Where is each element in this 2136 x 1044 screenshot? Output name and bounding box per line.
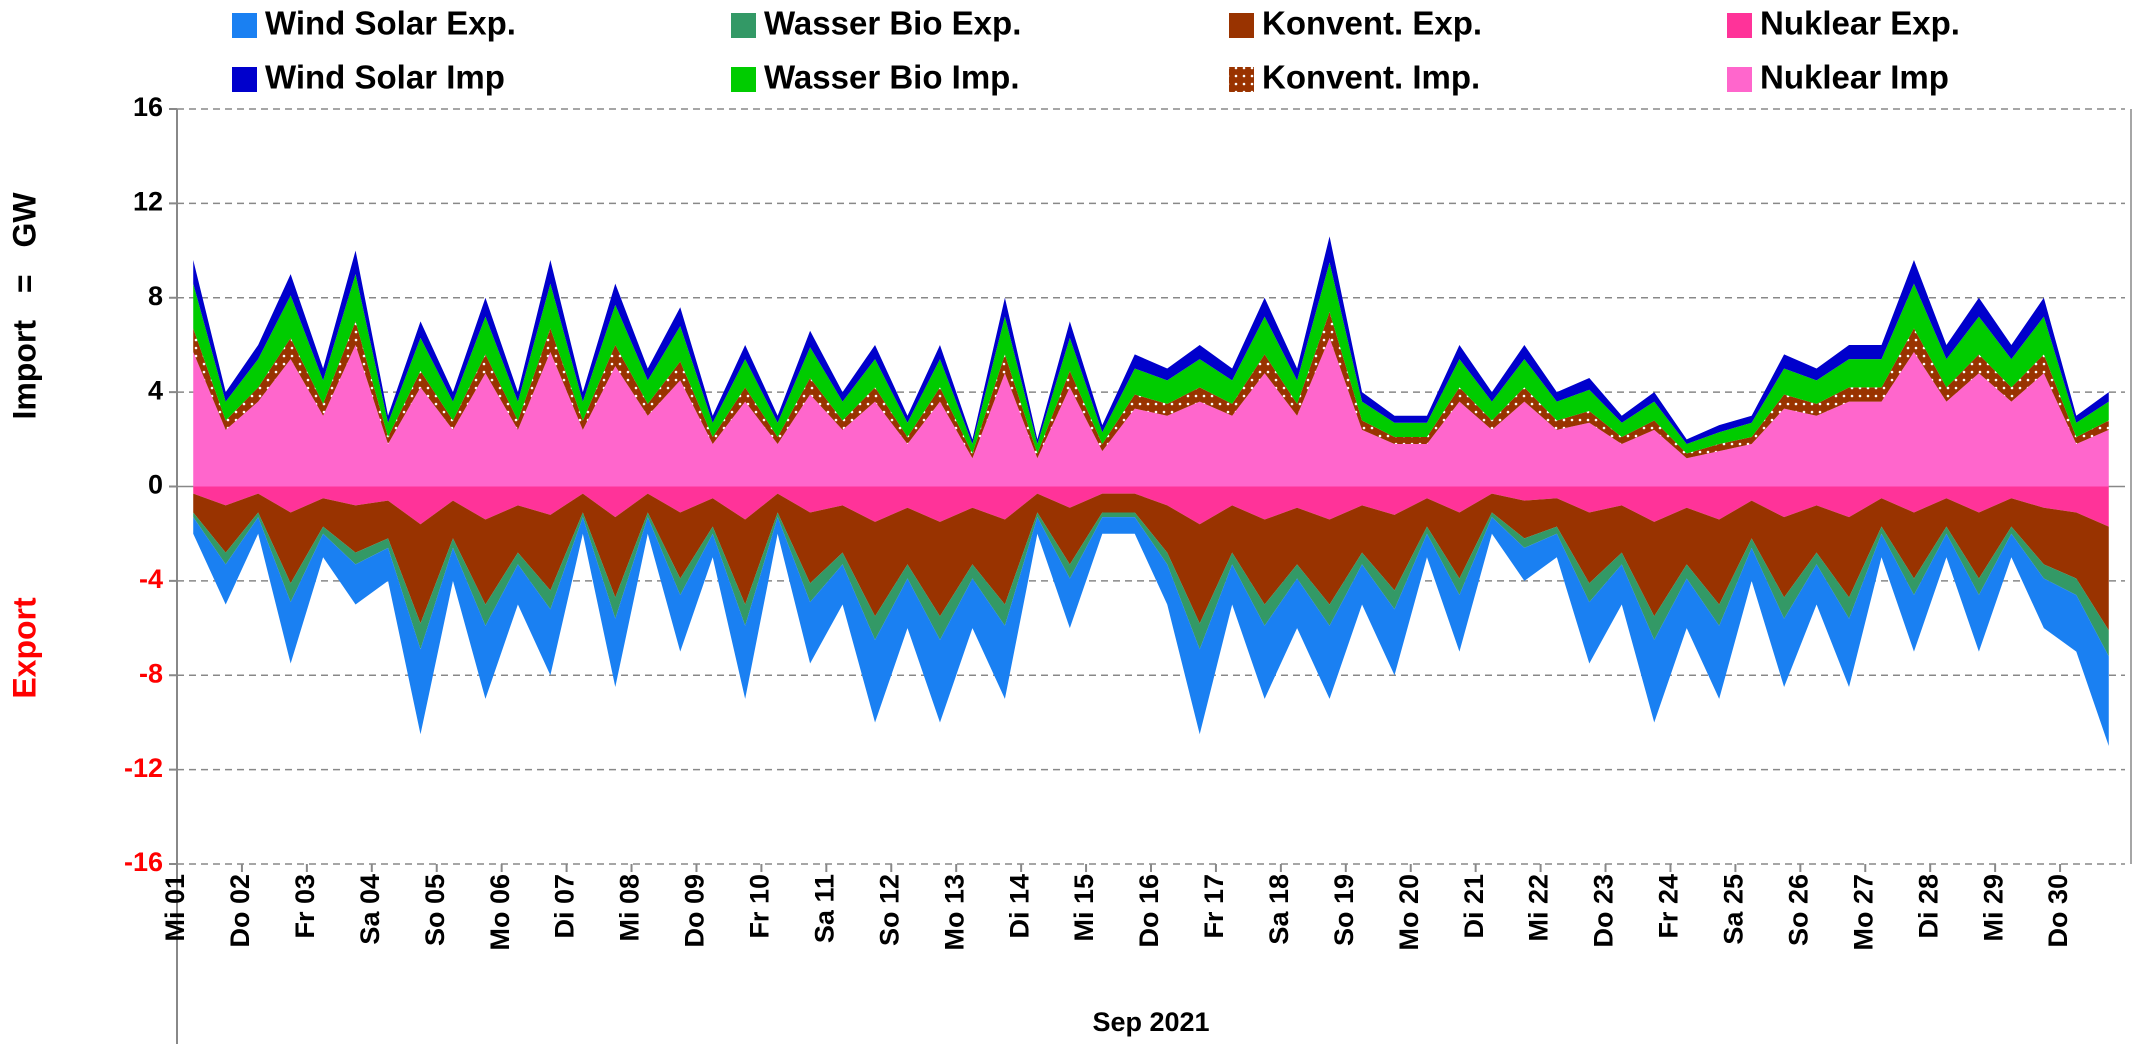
x-tick-label: Sa 11 — [809, 874, 839, 943]
x-tick-label: So 12 — [874, 874, 904, 946]
legend-swatch — [1727, 67, 1752, 92]
x-tick-label: Di 07 — [550, 874, 580, 939]
x-tick-label: Di 14 — [1004, 874, 1034, 939]
legend-label: Konvent. Exp. — [1262, 5, 1482, 42]
x-tick-label: Mo 27 — [1848, 874, 1878, 951]
legend-label: Nuklear Exp. — [1760, 5, 1960, 42]
x-tick-label: Mi 01 — [160, 874, 190, 942]
export-label: Export — [6, 597, 42, 699]
area — [193, 493, 2109, 631]
y-tick-label: 0 — [148, 470, 163, 500]
legend-swatch — [731, 67, 756, 92]
x-tick-label: Di 28 — [1913, 874, 1943, 939]
x-axis-label: Sep 2021 — [1092, 1007, 1209, 1037]
area — [193, 517, 2109, 747]
x-tick-label: Mi 08 — [615, 874, 645, 942]
x-tick-label: Di 21 — [1459, 874, 1489, 939]
x-tick-label: Mo 20 — [1394, 874, 1424, 951]
x-tick-label: Do 16 — [1134, 874, 1164, 948]
y-tick-label: -4 — [139, 564, 163, 594]
legend-swatch — [1229, 13, 1254, 38]
x-tick-label: Fr 03 — [290, 874, 320, 939]
axes: -16 -12 -8 -4 0 4 8 12 16 Mi 01 Do 02 Fr 03 Sa 04 So … — [124, 92, 2073, 1044]
x-tick-label: So 26 — [1783, 874, 1813, 946]
legend-swatch — [1229, 67, 1254, 92]
y-tick-label: -12 — [124, 753, 163, 783]
legend-label: Wind Solar Exp. — [265, 5, 516, 42]
x-tick-label: So 19 — [1329, 874, 1359, 946]
legend-label: Nuklear Imp — [1760, 59, 1949, 96]
legend-swatch — [731, 13, 756, 38]
x-tick-label: Mi 29 — [1978, 874, 2008, 942]
x-tick-label: Mo 13 — [939, 874, 969, 951]
y-axis-label: Import = GW — [6, 192, 42, 420]
y-tick-label: 12 — [133, 187, 163, 217]
x-tick-label: Mo 06 — [485, 874, 515, 951]
x-tick-label: So 05 — [420, 874, 450, 946]
x-tick-label: Fr 10 — [745, 874, 775, 939]
x-tick-label: Mi 22 — [1524, 874, 1554, 942]
legend-label: Konvent. Imp. — [1262, 59, 1480, 96]
legend-swatch — [232, 13, 257, 38]
x-tick-label: Do 23 — [1589, 874, 1619, 948]
y-tick-label: -8 — [139, 658, 163, 688]
legend-label: Wind Solar Imp — [265, 59, 505, 96]
x-tick-label: Fr 24 — [1654, 874, 1684, 939]
legend-label: Wasser Bio Imp. — [764, 59, 1020, 96]
y-tick-label: 8 — [148, 281, 163, 311]
legend-swatch — [1727, 13, 1752, 38]
x-tick-label: Do 09 — [680, 874, 710, 948]
legend-label: Wasser Bio Exp. — [764, 5, 1021, 42]
y-tick-label: 16 — [133, 92, 163, 122]
x-tick-label: Sa 25 — [1719, 874, 1749, 945]
areas — [193, 236, 2109, 747]
x-tick-label: Sa 18 — [1264, 874, 1294, 945]
x-tick-label: Mi 15 — [1069, 874, 1099, 942]
x-tick-label: Do 30 — [2043, 874, 2073, 948]
x-tick-label: Do 02 — [225, 874, 255, 948]
area — [193, 486, 2109, 527]
legend-swatch — [232, 67, 257, 92]
x-tick-label: Sa 04 — [355, 874, 385, 945]
y-tick-label: -16 — [124, 847, 163, 877]
x-tick-label: Fr 17 — [1199, 874, 1229, 939]
y-tick-label: 4 — [148, 375, 163, 405]
